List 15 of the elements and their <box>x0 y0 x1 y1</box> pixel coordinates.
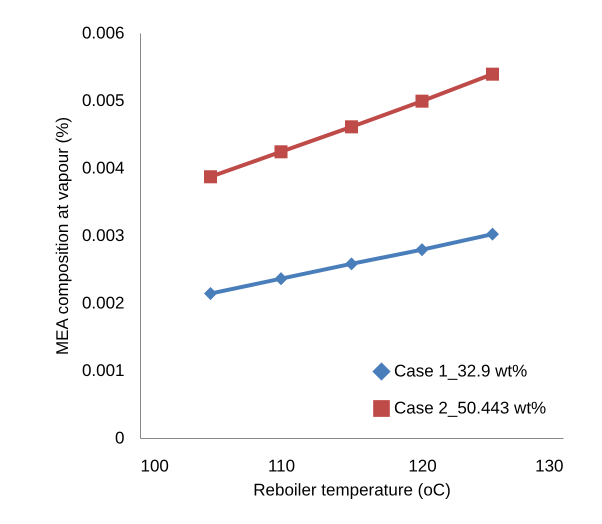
y-tick-label: 0.002 <box>82 294 124 312</box>
x-axis-title: Reboiler temperature (oC) <box>253 480 451 500</box>
x-tick-label: 120 <box>408 456 437 476</box>
y-tick-label: 0.003 <box>82 226 124 245</box>
y-tick-label: 0.004 <box>82 158 124 178</box>
x-tick-label: 130 <box>535 456 564 476</box>
y-axis-title: MEA composition at vapour (%) <box>52 116 72 356</box>
y-tick-label: 0.001 <box>82 361 124 380</box>
y-tick-label: 0.005 <box>82 91 124 110</box>
y-tick-label: 0 <box>115 428 124 448</box>
legend-label: Case 1_32.9 wt% <box>394 362 528 380</box>
legend-label: Case 2_50.443 wt% <box>394 398 546 418</box>
x-tick-label: 100 <box>140 456 169 476</box>
y-tick-label: 0.006 <box>82 24 124 42</box>
x-tick-label: 110 <box>268 456 296 476</box>
